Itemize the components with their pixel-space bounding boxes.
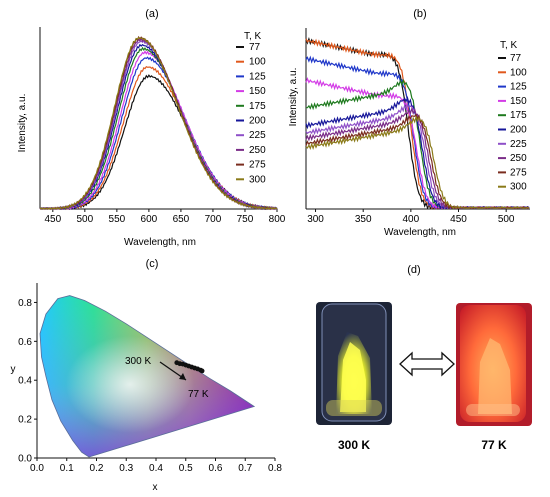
panel-b-series bbox=[305, 37, 530, 210]
panel-b-xtick-label: 350 bbox=[355, 214, 372, 225]
panel-a: (a) 450 500 550 600 650 700 750 800 Wavelength,… bbox=[17, 8, 286, 248]
panel-c-ytick-label: 0.0 bbox=[18, 454, 32, 465]
panel-a-series-line bbox=[40, 46, 278, 211]
annotation-300k: 300 K bbox=[125, 356, 151, 367]
panel-a-xtick-label: 550 bbox=[109, 214, 126, 225]
panel-a-ylabel: Intensity, a.u. bbox=[17, 94, 28, 153]
panel-a-legend-label: 275 bbox=[249, 160, 266, 171]
panel-a-legend-label: 175 bbox=[249, 101, 266, 112]
panel-a-legend-label: 300 bbox=[249, 174, 266, 185]
panel-a-xtick-label: 650 bbox=[173, 214, 190, 225]
panel-a-xtick-label: 600 bbox=[141, 214, 158, 225]
panel-c-label: (c) bbox=[146, 258, 159, 270]
powder-77k bbox=[478, 338, 512, 414]
panel-c-ylabel: y bbox=[11, 364, 16, 375]
panel-a-legend-title: T, K bbox=[244, 31, 262, 42]
panel-a-legend-label: 250 bbox=[249, 145, 266, 156]
panel-a-legend-label: 77 bbox=[249, 42, 261, 53]
panel-a-legend-label: 125 bbox=[249, 71, 266, 82]
panel-a-axes: 450 500 550 600 650 700 750 800 bbox=[39, 27, 286, 225]
panel-b-ylabel: Intensity, a.u. bbox=[288, 68, 299, 127]
panel-b-legend-label: 300 bbox=[510, 182, 527, 193]
panel-a-xtick-label: 750 bbox=[237, 214, 254, 225]
panel-c-xtick-label: 0.8 bbox=[268, 463, 282, 474]
panel-b-legend-label: 77 bbox=[510, 53, 522, 64]
cie-diagram bbox=[39, 295, 256, 458]
photo-77k bbox=[456, 303, 532, 426]
panel-a-xlabel: Wavelength, nm bbox=[124, 237, 196, 248]
panel-b-legend-label: 275 bbox=[510, 167, 527, 178]
panel-b-legend-label: 125 bbox=[510, 82, 527, 93]
panel-d-label: (d) bbox=[407, 264, 420, 276]
panel-b-xtick-label: 500 bbox=[498, 214, 515, 225]
panel-c-points bbox=[174, 360, 205, 374]
panel-b-legend: 77 100 125 150 175 200 225 250 275 300 bbox=[498, 53, 527, 193]
panel-b-label: (b) bbox=[413, 8, 426, 20]
panel-a-legend-label: 150 bbox=[249, 86, 266, 97]
panel-b-legend-label: 150 bbox=[510, 96, 527, 107]
panel-b-legend-label: 200 bbox=[510, 125, 527, 136]
panel-c-xtick-label: 0.4 bbox=[149, 463, 163, 474]
photo-300k bbox=[316, 302, 392, 425]
panel-a-xtick-label: 800 bbox=[269, 214, 286, 225]
double-arrow bbox=[399, 351, 455, 377]
panel-b-xtick-label: 400 bbox=[403, 214, 420, 225]
panel-b-legend-label: 100 bbox=[510, 67, 527, 78]
panel-b: (b) 300 350 400 450 500 Wavelength, nm Inten… bbox=[288, 8, 530, 238]
cie-locus-outline bbox=[39, 295, 256, 458]
panel-c-xtick-label: 0.1 bbox=[60, 463, 74, 474]
panel-c-xtick-label: 0.6 bbox=[209, 463, 223, 474]
panel-b-xlabel: Wavelength, nm bbox=[384, 227, 456, 238]
panel-b-series-line bbox=[305, 113, 529, 210]
panel-b-legend-label: 225 bbox=[510, 139, 527, 150]
panel-c-xlabel: x bbox=[153, 482, 158, 493]
panel-a-series-line bbox=[39, 65, 278, 210]
panel-c-xtick-label: 0.7 bbox=[238, 463, 252, 474]
cie-point bbox=[199, 368, 205, 374]
panel-c-xtick-label: 0.3 bbox=[119, 463, 133, 474]
panel-c-xtick-label: 0.2 bbox=[90, 463, 104, 474]
panel-c-ytick-label: 0.4 bbox=[18, 376, 32, 387]
panel-c-xtick-label: 0.0 bbox=[30, 463, 44, 474]
panel-c-ytick-label: 0.8 bbox=[18, 298, 32, 309]
panel-b-legend-title: T, K bbox=[500, 40, 518, 51]
panel-b-xtick-label: 300 bbox=[307, 214, 324, 225]
trend-arrow-head bbox=[179, 373, 186, 380]
panel-a-xtick-label: 700 bbox=[205, 214, 222, 225]
panel-c-axes: 0.0 0.1 0.2 0.3 0.4 0.5 0.6 0.7 0.8 0.0 0.2 0.4 0.6 0… bbox=[18, 283, 282, 474]
panel-a-xtick-label: 450 bbox=[44, 214, 61, 225]
panel-b-legend-label: 175 bbox=[510, 110, 527, 121]
panel-a-legend: 77 100 125 150 175 200 225 250 275 300 bbox=[236, 42, 266, 185]
panel-a-legend-label: 100 bbox=[249, 57, 266, 68]
photo-300k-label: 300 K bbox=[338, 438, 370, 452]
panel-a-series bbox=[39, 35, 278, 211]
panel-b-axes: 300 350 400 450 500 bbox=[305, 28, 530, 225]
panel-c: (c) 0.0 0.1 0.2 0.3 0.4 0.5 0.6 0.7 0.8 0.0 0.2 0.4… bbox=[11, 258, 283, 493]
panel-b-xtick-label: 450 bbox=[450, 214, 467, 225]
panel-a-legend-label: 225 bbox=[249, 130, 266, 141]
panel-a-xtick-label: 500 bbox=[76, 214, 93, 225]
panel-b-legend-label: 250 bbox=[510, 153, 527, 164]
panel-a-legend-label: 200 bbox=[249, 116, 266, 127]
annotation-77k: 77 K bbox=[188, 389, 209, 400]
panel-a-series-line bbox=[39, 43, 278, 210]
panel-a-series-line bbox=[39, 36, 278, 210]
panel-c-xtick-label: 0.5 bbox=[179, 463, 193, 474]
panel-c-ytick-label: 0.2 bbox=[18, 415, 32, 426]
panel-a-series-line bbox=[39, 74, 278, 211]
panel-b-series-line bbox=[305, 115, 530, 210]
panel-c-ytick-label: 0.6 bbox=[18, 337, 32, 348]
panel-a-series-line bbox=[39, 35, 278, 211]
panel-d: (d) 300 K 77 K bbox=[316, 264, 532, 452]
panel-a-label: (a) bbox=[145, 8, 158, 20]
panel-a-series-line bbox=[39, 50, 278, 211]
photo-77k-label: 77 K bbox=[481, 438, 507, 452]
